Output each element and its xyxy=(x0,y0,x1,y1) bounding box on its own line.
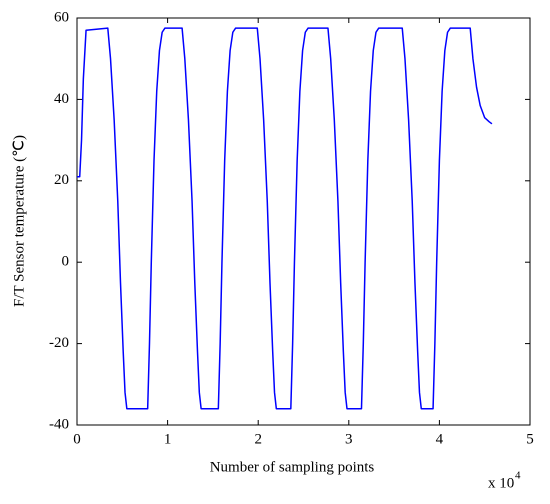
x-scale-label: x 10 xyxy=(488,475,514,491)
x-tick-label: 1 xyxy=(164,431,172,447)
x-scale-exponent: 4 xyxy=(515,470,521,482)
y-tick-label: 40 xyxy=(54,91,69,107)
x-axis-label: Number of sampling points xyxy=(210,459,375,475)
x-tick-label: 2 xyxy=(254,431,262,447)
x-tick-label: 4 xyxy=(436,431,444,447)
y-tick-label: 60 xyxy=(54,9,69,25)
y-tick-label: 20 xyxy=(54,172,69,188)
y-tick-label: 0 xyxy=(62,254,70,270)
data-line xyxy=(77,27,493,410)
y-axis-label: F/T Sensor temperature (℃) xyxy=(11,135,27,307)
x-tick-label: 3 xyxy=(345,431,353,447)
x-tick-label: 5 xyxy=(526,431,534,447)
y-tick-label: -20 xyxy=(49,335,69,351)
x-tick-label: 0 xyxy=(73,431,81,447)
y-tick-label: -40 xyxy=(49,416,69,432)
plot-frame xyxy=(76,17,531,426)
